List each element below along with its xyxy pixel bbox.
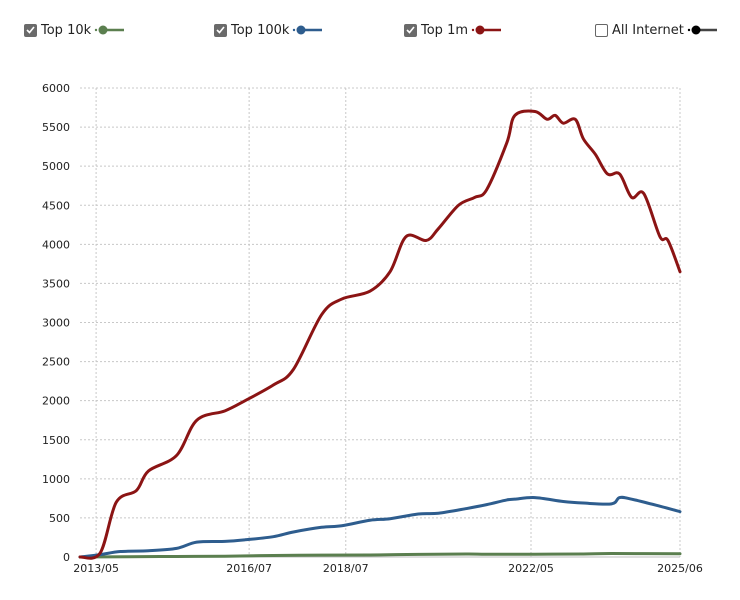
- series-layer: [78, 109, 682, 560]
- y-axis: 0 500 1000 1500 2000 2500 3000 3500 4000 4500 5000…: [42, 82, 70, 564]
- y-tick-label: 500: [49, 512, 70, 525]
- checkbox-top-100k[interactable]: [214, 23, 227, 37]
- checkbox-top-1m[interactable]: [404, 23, 417, 37]
- x-axis: 2013/05 2016/07 2018/07 2022/05 2025/06: [73, 556, 703, 575]
- y-tick-label: 2000: [42, 395, 70, 408]
- y-tick-label: 3500: [42, 277, 70, 290]
- x-tick-label: 2018/07: [323, 562, 369, 575]
- x-tick-label: 2025/06: [657, 562, 703, 575]
- series-swatch-top-10k: [94, 25, 125, 35]
- y-tick-label: 6000: [42, 82, 70, 95]
- x-tick-label: 2022/05: [508, 562, 554, 575]
- y-tick-label: 1000: [42, 473, 70, 486]
- series-line-top-10k: [78, 552, 682, 559]
- legend-label-top-10k: Top 10k: [41, 22, 92, 38]
- checkbox-all-internet[interactable]: [595, 23, 608, 37]
- legend-item-top-100k[interactable]: Top 100k: [214, 16, 324, 44]
- check-icon: [26, 26, 35, 34]
- series-swatch-top-1m: [471, 25, 502, 35]
- series-line-top-100k: [78, 495, 682, 559]
- legend-label-all-internet: All Internet: [612, 22, 684, 38]
- y-tick-label: 1500: [42, 434, 70, 447]
- y-tick-label: 4000: [42, 238, 70, 251]
- y-tick-label: 5000: [42, 160, 70, 173]
- x-tick-label: 2016/07: [226, 562, 272, 575]
- y-tick-label: 0: [63, 551, 70, 564]
- legend: Top 10k Top 100k Top 1m: [0, 16, 740, 44]
- y-tick-label: 2500: [42, 356, 70, 369]
- legend-item-all-internet[interactable]: All Internet: [595, 16, 719, 44]
- legend-item-top-10k[interactable]: Top 10k: [24, 16, 126, 44]
- legend-label-top-1m: Top 1m: [421, 22, 469, 38]
- series-line-top-1m: [78, 109, 682, 560]
- series-swatch-all-internet: [687, 25, 717, 35]
- legend-item-top-1m[interactable]: Top 1m: [404, 16, 503, 44]
- check-icon: [406, 26, 415, 34]
- legend-label-top-100k: Top 100k: [231, 22, 290, 38]
- checkbox-top-10k[interactable]: [24, 23, 37, 37]
- y-tick-label: 4500: [42, 199, 70, 212]
- check-icon: [216, 26, 225, 34]
- grid: [80, 87, 681, 558]
- series-swatch-top-100k: [293, 25, 323, 35]
- y-tick-label: 3000: [42, 317, 70, 330]
- x-tick-label: 2013/05: [73, 562, 119, 575]
- y-tick-label: 5500: [42, 121, 70, 134]
